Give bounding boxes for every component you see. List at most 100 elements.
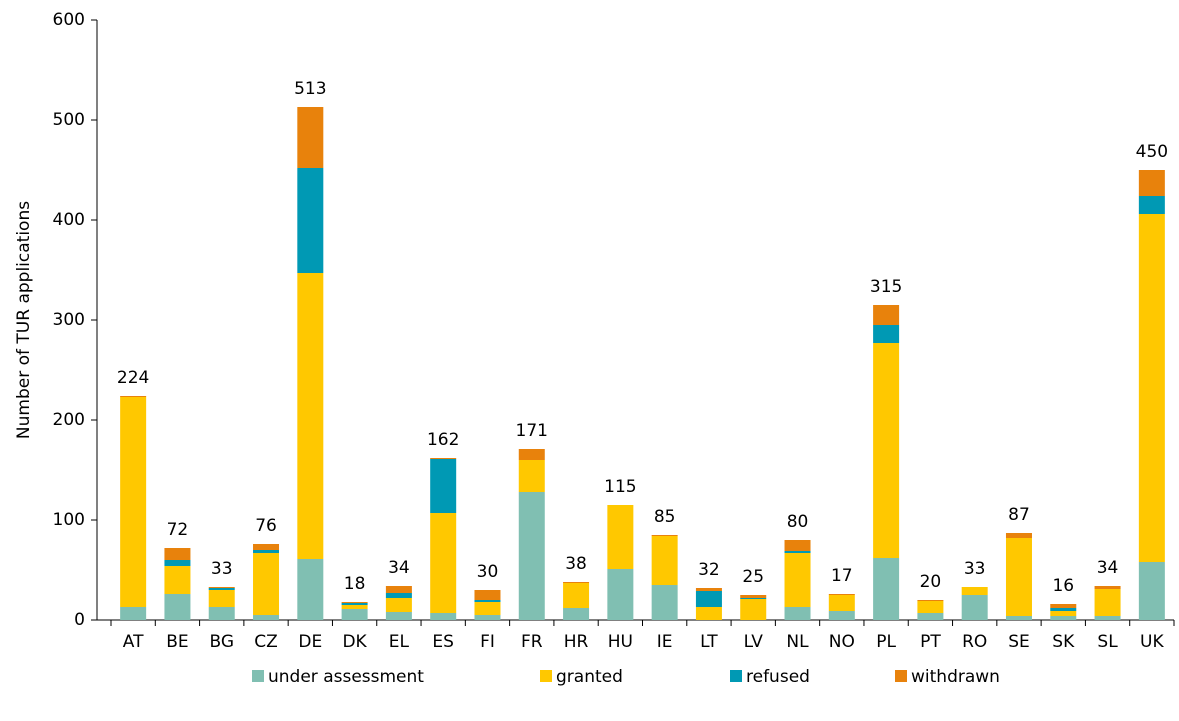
bar-segment [164,594,191,620]
bar-segment [297,273,324,559]
bar-segment [341,609,368,620]
y-axis-label: Number of TUR applications [14,201,34,439]
y-tick-label: 500 [53,110,85,130]
bar-segment [297,559,324,620]
bar-segment [740,598,767,599]
bar-segment [253,615,280,620]
bar-segment [430,513,457,613]
x-tick-label: NO [829,632,855,652]
legend-swatch [730,670,742,682]
y-tick-label: 400 [53,210,85,230]
bar-segment [828,595,855,611]
bar-segment [563,608,590,620]
legend-label: granted [556,667,623,687]
bar-segment [563,582,590,583]
x-tick-label: SE [1008,632,1030,652]
x-tick-label: HU [608,632,633,652]
bar-segment [873,305,900,325]
bar-segment [120,607,147,620]
bar-segment [430,458,457,459]
bar-segment [695,607,722,620]
bar-segment [164,548,191,560]
total-label: 32 [698,560,720,580]
bar-segment [740,599,767,620]
x-tick-label: DE [298,632,322,652]
bar-segment [961,587,988,595]
total-label: 33 [964,559,986,579]
y-tick-label: 0 [74,610,85,630]
total-label: 171 [516,421,548,441]
y-tick-label: 600 [53,10,85,30]
bar-segment [1050,608,1077,611]
bar-segment [341,605,368,609]
legend-swatch [895,670,907,682]
bar-segment [518,460,545,492]
bar-segment [164,560,191,566]
total-label: 16 [1052,576,1074,596]
x-tick-label: EL [389,632,410,652]
x-tick-label: BE [166,632,188,652]
bar-segment [917,613,944,620]
bar-segment [1138,562,1165,620]
bar-segment [341,602,368,603]
bar-segment [784,553,811,607]
total-label: 115 [604,477,636,497]
bar-segment [164,566,191,594]
x-tick-label: DK [342,632,367,652]
bar-segment [341,603,368,605]
bar-segment [518,492,545,620]
bar-segment [828,611,855,620]
bar-segment [120,397,147,607]
bar-segment [430,459,457,513]
x-tick-label: CZ [254,632,278,652]
bar-segment [385,612,412,620]
bar-segment [253,550,280,553]
bar-segment [297,107,324,168]
total-label: 33 [211,559,233,579]
bar-segment [784,607,811,620]
total-label: 72 [167,520,189,540]
bar-segment [651,585,678,620]
bar-segment [518,449,545,460]
bar-segment [607,569,634,620]
x-tick-label: UK [1140,632,1164,652]
x-tick-label: SL [1097,632,1118,652]
bar-segment [1094,616,1121,620]
x-tick-label: SK [1052,632,1075,652]
x-tick-label: BG [209,632,234,652]
bar-segment [474,602,501,615]
bar-segment [607,505,634,569]
total-label: 38 [565,554,587,574]
x-tick-label: HR [564,632,589,652]
bar-segment [253,553,280,615]
total-label: 34 [1097,558,1119,578]
total-label: 513 [294,79,326,99]
bar-segment [695,588,722,591]
bar-segment [1138,196,1165,214]
bar-segment [873,343,900,558]
bar-segment [474,590,501,600]
total-label: 224 [117,368,149,388]
total-label: 80 [787,512,809,532]
bar-segment [1138,170,1165,196]
bar-segment [208,588,235,590]
total-label: 450 [1136,142,1168,162]
x-tick-label: PT [920,632,941,652]
bar-segment [385,586,412,593]
bar-segment [740,595,767,598]
x-tick-label: IE [657,632,673,652]
bar-segment [385,593,412,598]
legend-swatch [252,670,264,682]
total-label: 25 [742,567,764,587]
bar-segment [961,595,988,620]
x-tick-label: RO [962,632,987,652]
bar-segment [474,600,501,602]
x-tick-label: ES [432,632,454,652]
bar-segment [917,600,944,601]
y-tick-label: 200 [53,410,85,430]
bar-segment [297,168,324,273]
x-tick-label: FR [521,632,543,652]
bar-segment [1138,214,1165,562]
total-label: 18 [344,574,366,594]
bar-segment [1094,586,1121,589]
